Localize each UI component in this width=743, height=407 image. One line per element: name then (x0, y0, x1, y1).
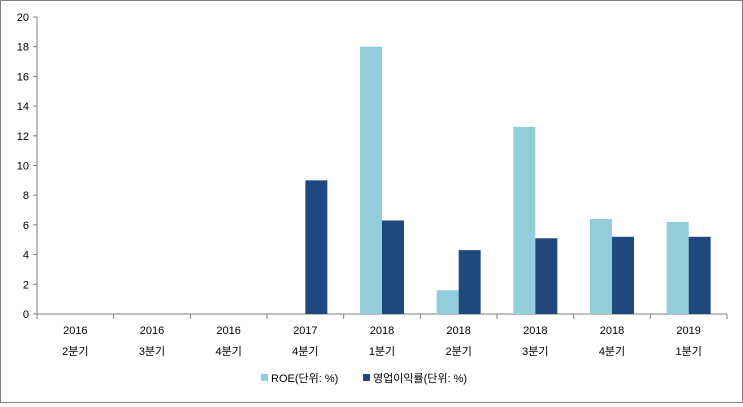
x-category-quarter: 1분기 (369, 345, 395, 358)
bar-operating-margin (382, 220, 404, 314)
y-tick-label: 10 (17, 161, 29, 173)
x-category-year: 2016 (63, 325, 87, 337)
x-category-quarter: 1분기 (675, 345, 701, 358)
legend-swatch-roe (261, 374, 268, 381)
y-tick-label: 4 (23, 250, 29, 262)
y-tick-label: 20 (17, 12, 29, 24)
y-tick-label: 14 (17, 101, 29, 113)
y-tick-labels: 0 2 4 6 8 10 12 14 16 18 20 (17, 12, 29, 321)
bar-operating-margin (458, 250, 481, 314)
y-tick-label: 8 (23, 190, 29, 202)
x-category-year: 2018 (523, 325, 547, 337)
y-tick-label: 0 (23, 309, 29, 321)
x-category-quarter: 3분기 (522, 345, 548, 358)
chart-bars (305, 46, 711, 314)
bar-roe (360, 46, 382, 314)
x-category-quarter: 2분기 (445, 345, 471, 358)
x-category-year: 2018 (600, 325, 624, 337)
legend-label-roe: ROE(단위: %) (271, 372, 338, 385)
x-category-labels: 2016 2분기 2016 3분기 2016 4분기 2017 4분기 2018 1분기 2018 2… (62, 325, 702, 358)
x-category-year: 2019 (676, 325, 700, 337)
x-category-year: 2018 (446, 325, 470, 337)
legend: ROE(단위: %) 영업이익률(단위: %) (261, 372, 467, 385)
bar-operating-margin (535, 238, 558, 314)
bar-roe (666, 221, 689, 314)
y-tick-label: 2 (23, 279, 29, 291)
x-category-quarter: 4분기 (292, 345, 318, 358)
y-tick-label: 18 (17, 42, 29, 54)
bar-operating-margin (688, 236, 711, 314)
legend-label-operating-margin: 영업이익률(단위: %) (373, 372, 467, 385)
bar-operating-margin (305, 180, 328, 314)
y-tick-label: 6 (23, 220, 29, 232)
bar-roe (436, 290, 459, 314)
x-category-quarter: 4분기 (215, 345, 241, 358)
x-category-year: 2017 (293, 325, 317, 337)
legend-swatch-operating-margin (363, 374, 370, 381)
bar-roe (513, 126, 536, 314)
x-category-quarter: 2분기 (62, 345, 88, 358)
bar-roe (590, 218, 612, 314)
x-category-year: 2016 (216, 325, 240, 337)
x-category-year: 2016 (140, 325, 164, 337)
bar-operating-margin (612, 236, 634, 314)
y-tick-label: 12 (17, 131, 29, 143)
y-tick-label: 16 (17, 71, 29, 83)
x-category-year: 2018 (370, 325, 394, 337)
x-category-quarter: 3분기 (139, 345, 165, 358)
x-category-quarter: 4분기 (599, 345, 625, 358)
